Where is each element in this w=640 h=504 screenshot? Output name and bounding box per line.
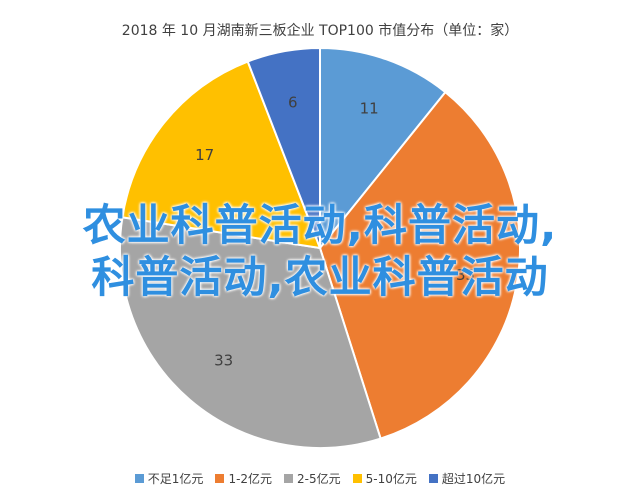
pie-slice-2: [318, 90, 521, 440]
legend-swatch-1: [134, 474, 144, 483]
chart-title: 2018 年 10 月湖南新三板企业 TOP100 市值分布（单位：家）: [121, 23, 519, 39]
legend-item-5: 超过10亿元: [428, 470, 506, 487]
legend-item-3: 2-5亿元: [284, 470, 341, 487]
pie-slices: [119, 46, 521, 449]
data-label-3: 33: [214, 351, 233, 369]
legend-label-3: 2-5亿元: [297, 472, 341, 486]
pie-slice-3: [119, 216, 382, 449]
legend-item-2: 1-2亿元: [215, 470, 272, 487]
data-label-5: 6: [288, 94, 298, 112]
legend-label-1: 不足1亿元: [147, 472, 204, 486]
legend-swatch-4: [352, 474, 362, 483]
watermark-text: 农业科普活动,科普活动, 科普活动,农业科普活动: [0, 200, 640, 304]
data-label-1: 11: [360, 99, 379, 117]
legend-label-2: 1-2亿元: [228, 472, 273, 486]
slice-labels: 11 35 33 17 6: [195, 94, 475, 370]
pie-slice-4: [121, 60, 322, 250]
legend: 不足1亿元 1-2亿元 2-5亿元 5-10亿元 超过10亿元: [0, 470, 640, 487]
legend-swatch-3: [284, 474, 294, 483]
watermark-line-1: 农业科普活动,科普活动,: [82, 201, 558, 251]
legend-label-5: 超过10亿元: [441, 472, 506, 486]
legend-item-1: 不足1亿元: [134, 470, 204, 487]
pie-slice-1: [319, 46, 447, 251]
pie-slice-5: [246, 46, 321, 249]
legend-swatch-5: [428, 474, 438, 483]
data-label-4: 17: [195, 146, 214, 164]
data-label-2: 35: [456, 266, 475, 284]
watermark-line-2: 科普活动,农业科普活动: [91, 253, 549, 303]
legend-label-4: 5-10亿元: [365, 472, 417, 486]
legend-item-4: 5-10亿元: [352, 470, 417, 487]
legend-swatch-2: [215, 474, 225, 483]
